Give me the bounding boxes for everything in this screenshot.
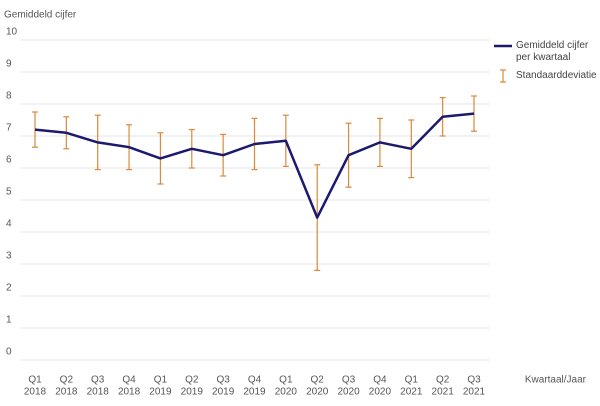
x-tick-label: 2020 (275, 387, 298, 398)
x-tick-label: 2021 (400, 387, 423, 398)
x-tick-label: 2018 (24, 387, 47, 398)
x-tick-label: 2019 (181, 387, 204, 398)
x-tick-label: Q4 (122, 375, 136, 386)
x-tick-label: Q1 (279, 375, 293, 386)
y-tick-label: 5 (6, 187, 12, 198)
x-tick-label: 2018 (87, 387, 110, 398)
x-tick-label: 2019 (149, 387, 172, 398)
x-tick-label: Q2 (311, 375, 325, 386)
x-tick-label: 2019 (243, 387, 266, 398)
y-tick-label: 1 (6, 315, 12, 326)
x-tick-label: Q3 (342, 375, 356, 386)
y-axis-label: Gemiddeld cijfer (4, 10, 77, 21)
y-tick-label: 10 (6, 27, 18, 38)
x-tick-label: Q3 (91, 375, 105, 386)
x-tick-label: Q3 (216, 375, 230, 386)
x-tick-label: 2019 (212, 387, 235, 398)
y-tick-label: 3 (6, 251, 12, 262)
x-tick-label: Q4 (248, 375, 262, 386)
legend-error-label: Standaarddeviatie (516, 70, 597, 81)
y-tick-label: 8 (6, 91, 12, 102)
y-tick-label: 2 (6, 283, 12, 294)
x-tick-label: Q1 (28, 375, 42, 386)
x-tick-label: Q1 (154, 375, 168, 386)
y-tick-label: 7 (6, 123, 12, 134)
y-tick-label: 6 (6, 155, 12, 166)
y-tick-label: 4 (6, 219, 12, 230)
x-tick-label: Q4 (373, 375, 387, 386)
x-axis-label: Kwartaal/Jaar (525, 375, 587, 386)
x-tick-label: 2021 (432, 387, 455, 398)
x-tick-label: 2018 (118, 387, 141, 398)
y-tick-label: 0 (6, 347, 12, 358)
x-tick-label: Q3 (467, 375, 481, 386)
y-tick-label: 9 (6, 59, 12, 70)
legend-line-label: Gemiddeld cijfer per kwartaal (516, 40, 589, 63)
x-tick-label: 2021 (463, 387, 486, 398)
x-tick-label: 2018 (55, 387, 78, 398)
x-tick-label: 2020 (337, 387, 360, 398)
x-tick-label: Q1 (405, 375, 419, 386)
x-tick-label: 2020 (369, 387, 392, 398)
x-tick-label: 2020 (306, 387, 329, 398)
x-tick-label: Q2 (60, 375, 74, 386)
x-tick-label: Q2 (185, 375, 199, 386)
line (34, 112, 475, 219)
x-tick-label: Q2 (436, 375, 450, 386)
